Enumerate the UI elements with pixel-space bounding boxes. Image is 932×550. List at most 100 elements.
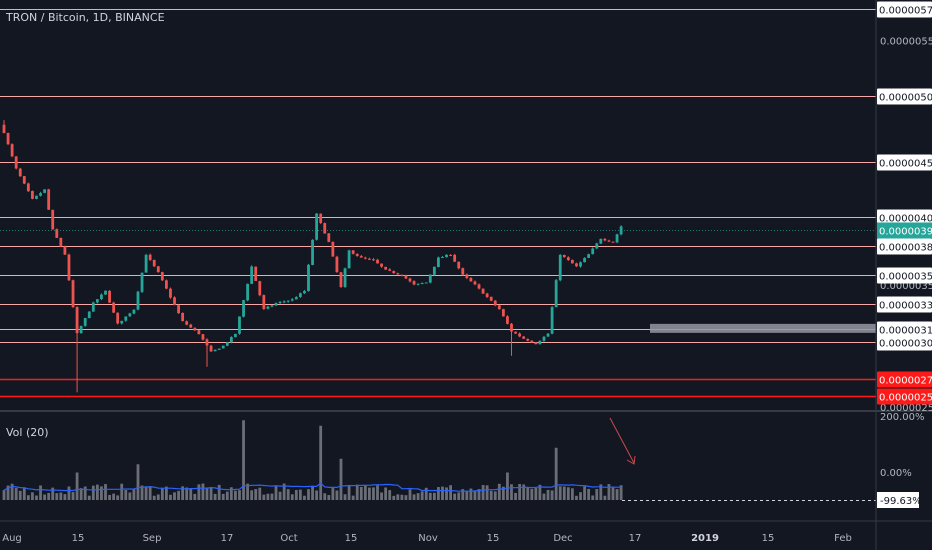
level-label: 0.00000259 — [879, 393, 932, 404]
level-label-box — [877, 154, 932, 171]
volume-bar — [554, 447, 558, 500]
level-label: 0.00000451 — [879, 159, 932, 170]
volume-bar — [278, 491, 282, 500]
volume-bar — [286, 489, 290, 500]
candle-body — [311, 239, 314, 265]
volume-bar — [193, 493, 197, 500]
candle-body — [465, 274, 469, 278]
candle-body — [510, 323, 513, 332]
volume-bar — [189, 488, 193, 500]
volume-bar — [384, 487, 388, 500]
candle-body — [607, 240, 611, 242]
candle-body — [441, 256, 444, 258]
volume-bar — [339, 458, 343, 500]
volume-bar — [169, 494, 172, 500]
candle-body — [26, 183, 30, 192]
volume-bar — [396, 494, 400, 500]
level-label: 0.00000406 — [879, 214, 932, 225]
candle-body — [189, 324, 193, 328]
candle-body — [35, 195, 38, 199]
level-label: 0.00000576 — [879, 6, 932, 17]
candle-body — [619, 226, 623, 235]
volume-bar — [493, 491, 497, 500]
candle-body — [104, 290, 107, 295]
candle-body — [376, 259, 379, 264]
time-axis-tick: Dec — [553, 533, 572, 544]
candle-body — [116, 312, 120, 324]
candle-body — [47, 189, 51, 210]
volume-bar — [392, 495, 396, 500]
candle-body — [554, 280, 558, 308]
volume-bar — [63, 494, 67, 500]
volume-bar — [404, 495, 408, 500]
volume-bar — [47, 492, 51, 500]
volume-bar — [258, 487, 262, 500]
time-axis-tick: Aug — [2, 533, 22, 544]
volume-bar — [457, 492, 461, 500]
candle-body — [55, 229, 59, 238]
volume-bar — [165, 486, 168, 500]
candle-body — [522, 336, 526, 339]
volume-bar — [282, 483, 286, 500]
volume-bar — [611, 487, 615, 500]
candle-body — [67, 254, 71, 281]
candle-body — [108, 290, 111, 303]
candlestick-series — [2, 120, 623, 393]
volume-bar — [10, 483, 14, 500]
candle-body — [238, 316, 241, 334]
level-label: 0.00000382 — [879, 243, 932, 254]
candle-body — [562, 254, 566, 258]
volume-bar — [132, 489, 136, 500]
candle-body — [14, 156, 18, 169]
candle-body — [165, 280, 168, 289]
candle-body — [242, 300, 245, 317]
level-label: 0.00000273 — [879, 376, 932, 387]
candle-body — [221, 345, 225, 349]
volume-bar — [359, 486, 363, 500]
volume-bar — [35, 495, 38, 500]
candle-body — [603, 238, 607, 241]
volume-bar — [562, 486, 566, 500]
candle-body — [173, 297, 176, 306]
volume-bar — [315, 490, 319, 500]
arrow-head — [626, 455, 636, 465]
level-label-box — [877, 321, 932, 338]
candle-body — [497, 305, 501, 310]
candle-body — [571, 259, 574, 264]
candle-body — [396, 273, 400, 275]
candle-body — [327, 233, 331, 242]
candle-body — [493, 300, 497, 306]
candle-body — [315, 213, 319, 240]
time-axis-tick: 15 — [487, 533, 500, 544]
candle-body — [595, 243, 599, 249]
volume-bar — [485, 485, 489, 500]
candle-body — [355, 253, 359, 256]
volume-bar — [420, 491, 424, 500]
candle-body — [193, 327, 197, 331]
volume-bar — [262, 494, 266, 500]
volume-bar — [31, 492, 34, 500]
candle-body — [282, 301, 286, 303]
volume-bar — [510, 484, 513, 500]
candle-body — [558, 254, 562, 281]
candle-body — [209, 345, 213, 352]
volume-bar — [100, 486, 103, 500]
volume-bar — [546, 489, 550, 500]
candle-body — [144, 254, 148, 273]
candle-body — [599, 238, 603, 244]
volume-bar — [323, 493, 327, 500]
candle-body — [550, 307, 554, 334]
arrow-line — [609, 417, 635, 464]
candle-body — [112, 302, 116, 313]
volume-bar — [298, 489, 302, 500]
candle-body — [274, 303, 278, 306]
time-axis: Aug 15 Sep 17 Oct 15 Nov 15 Dec 17 2019 15 Feb — [2, 533, 852, 544]
volume-bar — [185, 487, 189, 500]
volume-bar — [595, 489, 599, 500]
candle-body — [100, 294, 103, 300]
volume-bar — [363, 484, 367, 500]
volume-bar — [428, 492, 432, 500]
volume-bar — [372, 487, 375, 500]
volume-bar — [201, 483, 205, 500]
